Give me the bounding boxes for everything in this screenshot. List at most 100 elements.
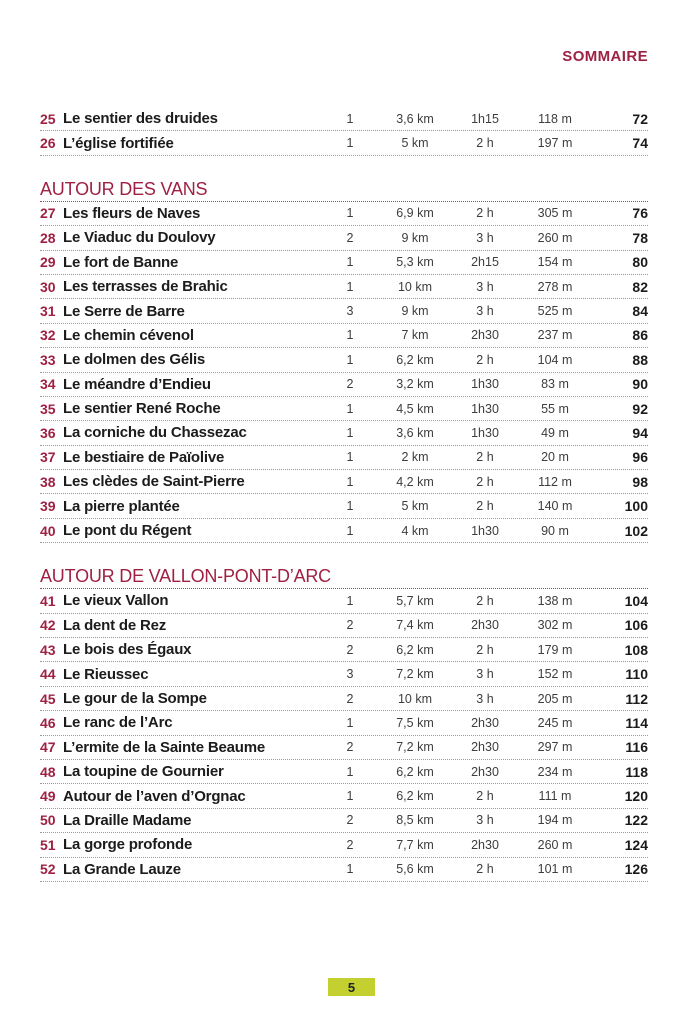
route-number: 45 (40, 690, 56, 707)
route-page: 122 (624, 812, 648, 829)
route-page: 98 (632, 473, 648, 490)
route-elevation: 197 m (537, 136, 573, 151)
route-difficulty: 2 (346, 377, 354, 392)
toc-row: 31 Le Serre de Barre 3 9 km 3 h 525 m 84 (40, 299, 648, 324)
route-difficulty: 2 (346, 230, 354, 245)
route-title: Le sentier René Roche (63, 400, 221, 418)
route-number: 26 (40, 135, 56, 152)
route-difficulty: 2 (346, 642, 354, 657)
toc-row: 47 L’ermite de la Sainte Beaume 2 7,2 km… (40, 736, 648, 760)
route-title: Le dolmen des Gélis (63, 351, 206, 369)
toc-row: 29 Le fort de Banne 1 5,3 km 2h15 154 m … (40, 251, 648, 275)
route-page: 106 (624, 617, 648, 634)
route-page: 112 (625, 690, 648, 707)
route-time: 2 h (476, 136, 494, 151)
route-time: 2 h (476, 499, 494, 514)
route-difficulty: 2 (346, 691, 354, 706)
route-title: Le Serre de Barre (63, 302, 185, 320)
route-time: 2 h (476, 593, 494, 608)
route-page: 94 (632, 424, 648, 441)
route-title: La pierre plantée (63, 497, 180, 515)
route-elevation: 154 m (537, 255, 573, 270)
section-title: AUTOUR DE VALLON-PONT-D’ARC (40, 566, 648, 590)
route-title: L’ermite de la Sainte Beaume (63, 738, 265, 756)
route-number: 41 (40, 592, 56, 609)
route-title: Le fort de Banne (63, 253, 179, 271)
route-time: 2h30 (471, 740, 499, 755)
toc-row: 25 Le sentier des druides 1 3,6 km 1h15 … (40, 107, 648, 132)
toc-row: 35 Le sentier René Roche 1 4,5 km 1h30 5… (40, 397, 648, 422)
toc-row: 41 Le vieux Vallon 1 5,7 km 2 h 138 m 10… (40, 589, 648, 614)
route-distance: 6,2 km (396, 352, 434, 367)
route-page: 80 (632, 254, 648, 271)
route-elevation: 245 m (537, 715, 573, 730)
route-time: 1h30 (471, 523, 499, 538)
route-distance: 3,6 km (396, 425, 434, 440)
route-time: 2h30 (471, 618, 499, 633)
toc-row: 38 Les clèdes de Saint-Pierre 1 4,2 km 2… (40, 470, 648, 495)
route-page: 76 (632, 205, 648, 222)
route-page: 114 (625, 714, 648, 731)
route-page: 84 (632, 303, 648, 320)
route-difficulty: 1 (346, 328, 354, 343)
toc-row: 46 Le ranc de l’Arc 1 7,5 km 2h30 245 m … (40, 711, 648, 736)
route-difficulty: 1 (346, 352, 354, 367)
route-distance: 6,2 km (396, 789, 434, 804)
route-elevation: 194 m (537, 813, 573, 828)
route-title: La gorge profonde (63, 836, 193, 854)
toc-row: 43 Le bois des Égaux 2 6,2 km 2 h 179 m … (40, 638, 648, 663)
route-time: 3 h (476, 691, 494, 706)
route-number: 42 (40, 617, 56, 634)
route-distance: 7,2 km (396, 740, 434, 755)
route-elevation: 525 m (537, 304, 573, 319)
route-distance: 7,5 km (396, 715, 434, 730)
route-distance: 9 km (401, 230, 429, 245)
route-title: La dent de Rez (63, 616, 167, 634)
route-elevation: 55 m (541, 401, 569, 416)
route-page: 120 (624, 788, 648, 805)
route-page: 96 (632, 449, 648, 466)
route-distance: 10 km (397, 691, 433, 706)
route-elevation: 49 m (541, 425, 569, 440)
route-number: 38 (40, 473, 56, 490)
route-number: 51 (40, 836, 56, 853)
route-number: 44 (40, 666, 56, 683)
route-time: 2 h (476, 206, 494, 221)
toc-row: 37 Le bestiaire de Païolive 1 2 km 2 h 2… (40, 446, 648, 471)
route-elevation: 138 m (537, 593, 573, 608)
route-number: 33 (40, 351, 56, 368)
route-distance: 5,7 km (396, 593, 434, 608)
route-number: 48 (40, 763, 56, 780)
route-page: 78 (632, 229, 648, 246)
route-title: Le méandre d’Endieu (63, 375, 211, 393)
toc-row: 36 La corniche du Chassezac 1 3,6 km 1h3… (40, 421, 648, 446)
route-time: 2h30 (471, 764, 499, 779)
toc-row: 48 La toupine de Gournier 1 6,2 km 2h30 … (40, 760, 648, 785)
route-title: Le Viaduc du Doulovy (63, 229, 216, 247)
route-page: 74 (632, 135, 648, 152)
toc-row: 33 Le dolmen des Gélis 1 6,2 km 2 h 104 … (40, 348, 648, 373)
route-title: Autour de l’aven d’Orgnac (63, 787, 246, 805)
route-difficulty: 1 (346, 111, 354, 126)
route-elevation: 260 m (537, 837, 573, 852)
route-title: La Draille Madame (63, 811, 192, 829)
route-page: 110 (625, 666, 648, 683)
route-difficulty: 2 (346, 740, 354, 755)
route-distance: 7,4 km (396, 618, 434, 633)
route-difficulty: 1 (346, 401, 354, 416)
route-distance: 5,6 km (396, 862, 434, 877)
route-elevation: 260 m (537, 230, 573, 245)
route-page: 92 (632, 400, 648, 417)
route-distance: 6,2 km (396, 764, 434, 779)
route-page: 104 (624, 592, 648, 609)
toc-row: 42 La dent de Rez 2 7,4 km 2h30 302 m 10… (40, 614, 648, 639)
route-page: 72 (632, 110, 648, 127)
route-page: 108 (624, 641, 648, 658)
route-time: 2h30 (471, 837, 499, 852)
route-time: 3 h (476, 230, 494, 245)
route-number: 43 (40, 641, 56, 658)
route-page: 102 (624, 522, 648, 539)
route-distance: 10 km (397, 279, 433, 294)
toc-row: 28 Le Viaduc du Doulovy 2 9 km 3 h 260 m… (40, 226, 648, 251)
route-number: 35 (40, 400, 56, 417)
